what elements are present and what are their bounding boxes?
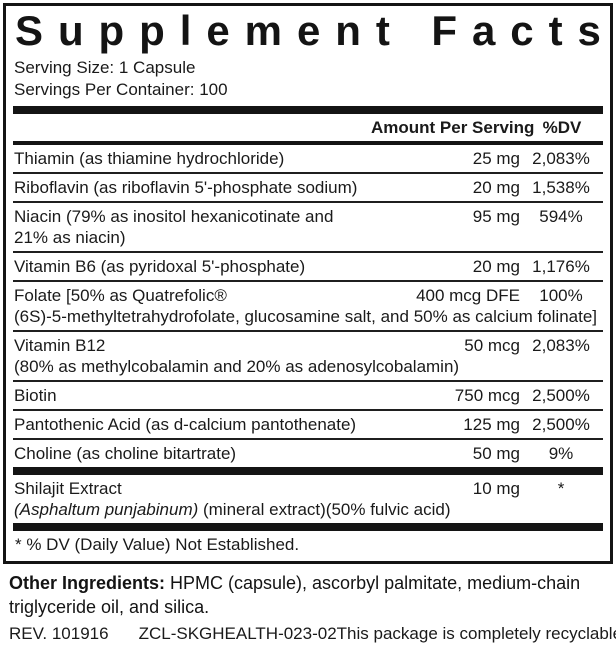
nutrient-name: Vitamin B6 (as pyridoxal 5'-phosphate) (14, 257, 306, 276)
nutrient-name: Folate [50% as Quatrefolic® (14, 286, 227, 305)
nutrient-name: Riboflavin (as riboflavin 5'-phosphate s… (14, 178, 358, 197)
nutrient-name: Vitamin B12 (14, 336, 106, 355)
nutrient-amount: 20 mg (472, 257, 520, 276)
other-ingredients-label: Other Ingredients: (9, 573, 166, 593)
recycle-text: This package is completely recyclable (336, 624, 616, 643)
nutrient-dv: 1,538% (532, 178, 590, 197)
nutrient-dv: 2,083% (532, 149, 590, 168)
nutrient-name: Niacin (79% as inositol hexanicotinate a… (14, 207, 334, 247)
nutrient-subtext: (80% as methylcobalamin and 20% as adeno… (14, 357, 460, 376)
nutrient-row-pantothenic-acid: Pantothenic Acid (as d-calcium pantothen… (13, 409, 603, 438)
nutrient-amount: 750 mcg (454, 386, 520, 405)
nutrient-name: Pantothenic Acid (as d-calcium pantothen… (14, 415, 357, 434)
other-ingredients: Other Ingredients: HPMC (capsule), ascor… (9, 571, 607, 619)
dv-header: %DV (542, 118, 582, 137)
nutrient-row-vitamin-b6: Vitamin B6 (as pyridoxal 5'-phosphate) 2… (13, 251, 603, 280)
nutrient-amount: 50 mg (472, 444, 520, 463)
column-header-row: Amount Per Serving %DV (13, 114, 603, 141)
nutrient-amount: 10 mg (472, 479, 520, 498)
nutrient-name: Shilajit Extract (14, 479, 122, 498)
nutrient-amount: 25 mg (472, 149, 520, 168)
item-code: ZCL-SKGHEALTH-023-02 (138, 624, 337, 643)
nutrient-row-riboflavin: Riboflavin (as riboflavin 5'-phosphate s… (13, 172, 603, 201)
extract-detail: (mineral extract)(50% fulvic acid) (198, 500, 451, 519)
divider-thick-extract (13, 467, 603, 475)
nutrient-row-folate: Folate [50% as Quatrefolic® 400 mcg DFE … (13, 280, 603, 330)
divider-thick-top (13, 106, 603, 114)
nutrient-amount: 125 mg (463, 415, 520, 434)
nutrient-amount: 95 mg (472, 207, 520, 226)
nutrient-row-biotin: Biotin 750 mcg 2,500% (13, 380, 603, 409)
nutrient-row-thiamin: Thiamin (as thiamine hydrochloride) 25 m… (13, 145, 603, 172)
nutrient-row-choline: Choline (as choline bitartrate) 50 mg 9% (13, 438, 603, 467)
serving-size: Serving Size: 1 Capsule (14, 58, 196, 77)
amount-per-serving-header: Amount Per Serving (371, 118, 535, 137)
dv-footnote: * % DV (Daily Value) Not Established. (15, 535, 300, 554)
nutrient-dv: 9% (548, 444, 574, 463)
latin-name: (Asphaltum punjabinum) (14, 500, 199, 519)
nutrient-row-shilajit-extract: Shilajit Extract 10 mg * (Asphaltum punj… (13, 475, 603, 523)
nutrient-amount: 400 mcg DFE (416, 286, 520, 305)
recycle-note: This package is completely recyclable ♻ (337, 624, 616, 644)
nutrient-dv: 1,176% (532, 257, 590, 276)
nutrient-table: Thiamin (as thiamine hydrochloride) 25 m… (13, 145, 603, 467)
divider-medium-header (13, 141, 603, 145)
divider-thick-footnote (13, 523, 603, 531)
nutrient-name: Biotin (14, 386, 57, 405)
nutrient-dv: 594% (539, 207, 583, 226)
nutrient-dv: 2,083% (532, 336, 590, 355)
nutrient-dv: 2,500% (532, 386, 590, 405)
nutrient-name: Choline (as choline bitartrate) (14, 444, 237, 463)
nutrient-dv: 2,500% (532, 415, 590, 434)
nutrient-dv: 100% (539, 286, 583, 305)
footer-row: REV. 101916 ZCL-SKGHEALTH-023-02 This pa… (9, 624, 616, 644)
servings-per-container: Servings Per Container: 100 (14, 80, 228, 99)
nutrient-subtext: (6S)-5-methyltetrahydrofolate, glucosami… (14, 307, 598, 326)
nutrient-row-vitamin-b12: Vitamin B12 50 mcg 2,083% (80% as methyl… (13, 330, 603, 380)
nutrient-amount: 20 mg (472, 178, 520, 197)
rev-number: REV. 101916 (9, 624, 109, 643)
nutrient-dv: * (557, 479, 565, 498)
nutrient-name: Thiamin (as thiamine hydrochloride) (14, 149, 285, 168)
nutrient-amount: 50 mcg (464, 336, 520, 355)
nutrient-subtext: (Asphaltum punjabinum) (mineral extract)… (14, 499, 602, 520)
nutrient-row-niacin: Niacin (79% as inositol hexanicotinate a… (13, 201, 603, 251)
serving-info: Serving Size: 1 Capsule Servings Per Con… (14, 57, 602, 101)
